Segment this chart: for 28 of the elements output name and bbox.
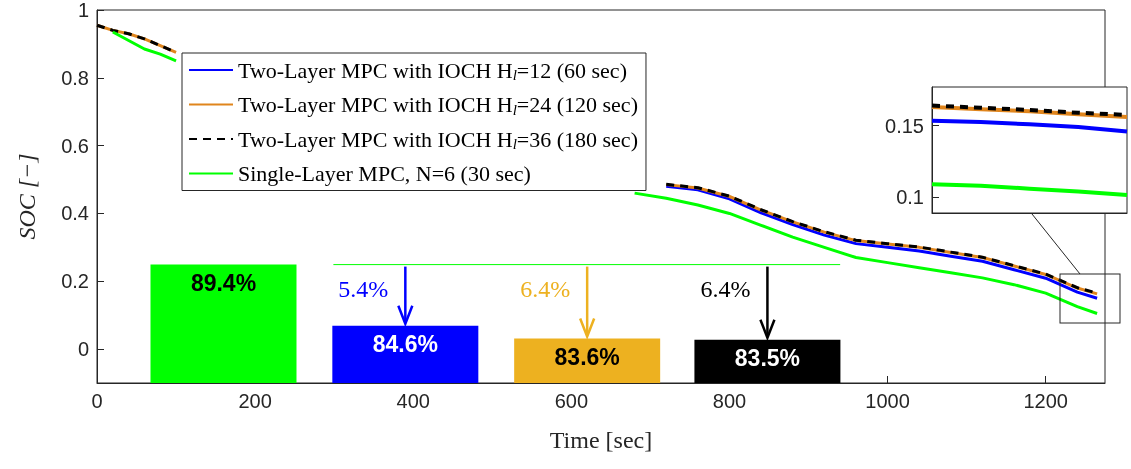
legend-label: Single-Layer MPC, N=6 (30 sec) [238,161,531,186]
y-tick-label: 0.6 [61,134,89,157]
annotation: 5.4% [338,275,389,302]
y-tick-label: 1 [77,0,89,21]
data-label: 84.6% [372,331,438,358]
annotation: 6.4% [700,275,751,302]
y-tick-label: 0.15 [885,114,924,137]
x-tick-label: 600 [554,390,589,412]
annotation: 6.4% [520,275,571,302]
y-axis-title: SOC [−] [14,153,40,240]
y-tick-label: 0.8 [61,66,89,89]
x-tick-label: 0 [91,390,103,412]
y-tick-label: 0.1 [896,186,924,209]
data-label: 83.5% [734,345,801,372]
y-tick-label: 0.2 [61,270,89,293]
x-tick-label: 200 [238,390,272,412]
x-tick-label: 400 [396,390,430,412]
x-tick-label: 1000 [865,390,910,412]
legend-label: Two-Layer MPC with IOCH Hl=24 (120 sec) [238,92,638,118]
x-axis-title: Time [sec] [549,427,653,453]
y-tick-label: 0.4 [61,202,89,225]
legend-label: Two-Layer MPC with IOCH Hl=12 (60 sec) [238,57,627,83]
y-tick-label: 0 [77,338,89,361]
legend-label: Two-Layer MPC with IOCH Hl=36 (180 sec) [238,126,638,152]
x-tick-label: 1200 [1023,390,1068,412]
data-label: 83.6% [554,343,620,370]
x-tick-label: 800 [712,390,747,412]
data-label: 89.4% [190,270,257,297]
